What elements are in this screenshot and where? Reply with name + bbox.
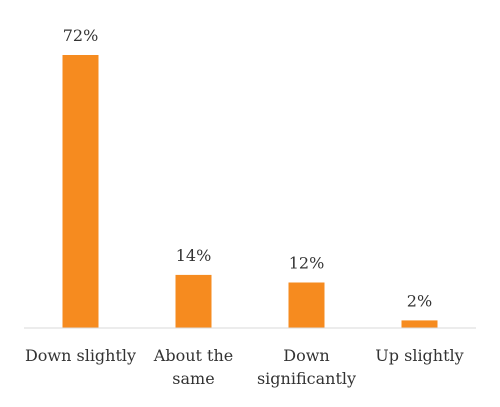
bar-about-the-same xyxy=(175,274,212,328)
x-tick-label-line: About the xyxy=(153,346,233,365)
bar-down-slightly xyxy=(62,55,99,328)
bars-group xyxy=(62,55,438,328)
bar-up-slightly xyxy=(401,320,438,328)
data-label-down-slightly: 72% xyxy=(63,26,99,45)
x-tick-label-about-the-same: About the same xyxy=(153,346,233,388)
data-label-about-the-same: 14% xyxy=(176,246,212,265)
x-tick-label-line: same xyxy=(172,369,214,388)
x-tick-label-line: Down slightly xyxy=(25,346,136,365)
x-tick-labels-group: Down slightly About the same Down significan… xyxy=(25,346,464,388)
x-tick-label-line: Down xyxy=(283,346,329,365)
bar-down-significantly xyxy=(288,282,325,328)
data-label-down-significantly: 12% xyxy=(289,254,325,273)
x-tick-label-down-slightly: Down slightly xyxy=(25,346,136,365)
x-tick-label-line: Up slightly xyxy=(375,346,463,365)
data-label-up-slightly: 2% xyxy=(407,291,432,310)
x-tick-label-down-significantly: Down significantly xyxy=(257,346,356,388)
data-labels-group: 72% 14% 12% 2% xyxy=(63,26,432,310)
x-tick-label-up-slightly: Up slightly xyxy=(375,346,463,365)
x-tick-label-line: significantly xyxy=(257,369,356,388)
